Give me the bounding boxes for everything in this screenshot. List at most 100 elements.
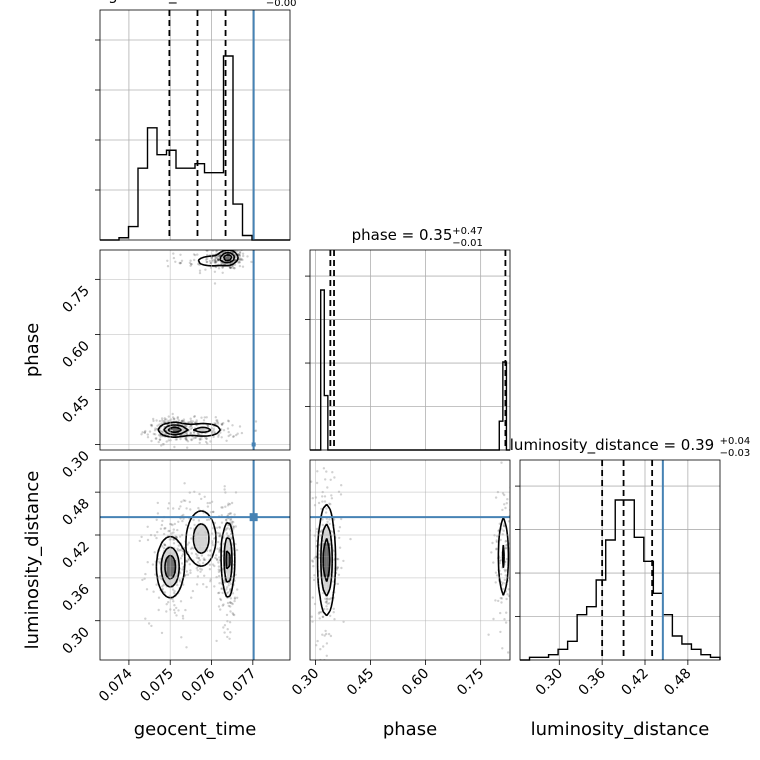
sample-point	[226, 245, 228, 247]
sample-point	[196, 569, 199, 572]
sample-point	[229, 601, 232, 604]
sample-point	[209, 580, 212, 583]
sample-point	[155, 536, 158, 540]
sample-point	[501, 587, 505, 591]
sample-point	[218, 550, 221, 554]
sample-point	[326, 608, 329, 611]
sample-point	[205, 260, 209, 264]
sample-point	[195, 556, 198, 559]
sample-point	[184, 424, 187, 427]
sample-point	[504, 544, 508, 547]
sample-point	[161, 431, 164, 434]
sample-point	[160, 430, 164, 433]
sample-point	[504, 506, 507, 510]
sample-point	[179, 600, 183, 603]
sample-point	[170, 418, 173, 421]
sample-point	[152, 432, 155, 436]
sample-point	[162, 583, 165, 587]
sample-point	[504, 570, 507, 573]
sample-point	[238, 250, 242, 254]
sample-point	[155, 518, 158, 521]
sample-point	[328, 522, 331, 526]
sample-point	[219, 431, 222, 434]
hist-panel-phase: phase = 0.35 +0.47−0.01	[305, 226, 511, 451]
sample-point	[219, 608, 222, 611]
x-tick-label: 0.45	[344, 666, 377, 699]
sample-point	[332, 518, 336, 521]
sample-point	[193, 258, 196, 262]
sample-point	[231, 247, 233, 249]
sample-point	[231, 602, 234, 606]
sample-point	[215, 419, 218, 422]
sample-point	[238, 425, 242, 428]
sample-point	[218, 535, 221, 538]
sample-point	[315, 527, 319, 531]
sample-point	[192, 518, 195, 522]
sample-point	[189, 508, 192, 511]
sample-point	[176, 549, 179, 552]
sample-point	[500, 461, 503, 464]
panel-frame	[99, 459, 291, 661]
sample-point	[337, 573, 341, 576]
sample-point	[494, 581, 497, 584]
sample-point	[238, 260, 241, 264]
contour-fill	[169, 253, 230, 434]
sample-point	[502, 529, 505, 532]
sample-point	[153, 429, 157, 432]
sample-point	[232, 435, 235, 438]
sample-point	[162, 420, 165, 423]
sample-point	[312, 565, 315, 568]
sample-point	[185, 431, 189, 435]
sample-point	[216, 420, 219, 424]
sample-point	[218, 526, 221, 529]
sample-point	[218, 591, 221, 594]
sample-point	[175, 606, 178, 610]
sample-point	[500, 601, 503, 604]
sample-point	[227, 584, 230, 587]
sample-point	[254, 420, 258, 423]
sample-point	[208, 501, 212, 505]
sample-point	[184, 437, 187, 440]
sample-point	[326, 486, 329, 489]
sample-point	[505, 611, 508, 614]
sample-point	[217, 591, 220, 595]
sample-point	[325, 666, 327, 668]
x-axis-label-phase: phase	[383, 719, 437, 740]
sample-point	[220, 422, 223, 426]
sample-point	[336, 557, 339, 561]
sample-point	[191, 420, 195, 423]
sample-point	[204, 436, 207, 439]
sample-point	[185, 559, 189, 563]
sample-point	[230, 247, 232, 249]
sample-point	[215, 639, 218, 643]
sample-point	[218, 525, 221, 529]
sample-point	[242, 254, 245, 258]
sample-point	[218, 549, 221, 552]
sample-point	[174, 438, 177, 441]
sample-point	[322, 673, 324, 675]
sample-point	[201, 561, 205, 565]
sample-point	[208, 259, 212, 263]
sample-point	[228, 637, 231, 640]
sample-point	[240, 258, 243, 261]
sample-point	[229, 631, 232, 634]
sample-point	[311, 497, 314, 500]
sample-point	[496, 535, 499, 538]
sample-point	[312, 578, 316, 582]
sample-point	[226, 635, 229, 639]
sample-point	[329, 614, 332, 618]
sample-point	[221, 266, 224, 269]
sample-point	[158, 438, 161, 441]
sample-point	[163, 543, 167, 547]
sample-point	[225, 586, 229, 589]
sample-point	[229, 266, 232, 270]
x-tick-label: 0.48	[661, 666, 694, 699]
sample-point	[321, 495, 324, 498]
sample-point	[185, 646, 188, 649]
sample-point	[220, 521, 224, 524]
sample-point	[233, 267, 236, 270]
sample-point	[221, 262, 224, 265]
sample-point	[167, 439, 170, 442]
x-tick-label: 0.30	[289, 666, 322, 699]
sample-point	[216, 547, 219, 550]
